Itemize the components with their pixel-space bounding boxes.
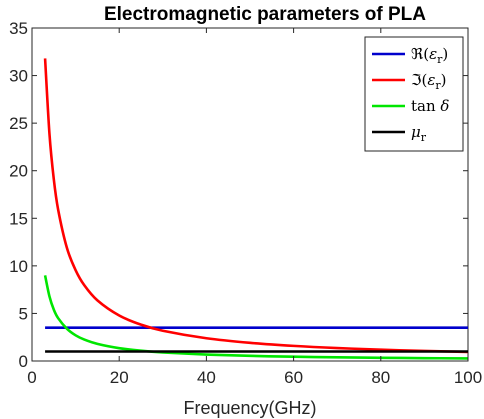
legend-label-sub: r	[435, 79, 441, 92]
y-tick-label: 20	[9, 162, 28, 181]
x-tick-label: 100	[454, 368, 482, 387]
series-imag-permittivity-line	[43, 58, 469, 354]
legend-entry-label: tan δ	[411, 97, 449, 115]
legend-entry-label: μr	[411, 123, 427, 144]
series-layer	[43, 58, 469, 360]
axis-ticks: 0 20 40 60 80 100 0 5 10 15 20 25 30 35	[9, 19, 482, 387]
legend-entry-label: ℑ(εr)	[411, 71, 447, 92]
y-tick-label: 25	[9, 114, 28, 133]
legend-label-symbol: δ	[440, 97, 449, 115]
legend-label-symbol: ε	[429, 45, 437, 63]
x-tick-label: 0	[27, 368, 36, 387]
legend-label-symbol: ε	[427, 71, 435, 89]
x-tick-label: 80	[371, 368, 390, 387]
legend-label-sub: r	[437, 53, 443, 66]
x-axis-label: Frequency(GHz)	[183, 398, 316, 418]
y-tick-label: 35	[9, 19, 28, 38]
legend-label-main: ℜ(	[411, 45, 429, 63]
legend-label-sub: r	[421, 131, 427, 144]
x-tick-label: 40	[197, 368, 216, 387]
legend: ℜ(εr)ℑ(εr)tan δμr	[364, 36, 464, 152]
chart-title: Electromagnetic parameters of PLA	[104, 4, 426, 25]
legend-label-main: ℑ(	[411, 71, 427, 89]
legend-label-main: tan	[411, 97, 440, 115]
y-tick-label: 15	[9, 209, 28, 228]
y-tick-label: 0	[19, 352, 28, 371]
x-tick-label: 20	[110, 368, 129, 387]
y-tick-label: 10	[9, 257, 28, 276]
legend-label-close: )	[442, 45, 448, 63]
x-tick-label: 60	[284, 368, 303, 387]
legend-label-close: )	[441, 71, 447, 89]
legend-entry-label: ℜ(εr)	[411, 45, 448, 66]
legend-label-symbol: μ	[411, 123, 421, 141]
y-tick-label: 5	[19, 304, 28, 323]
series-loss-tangent-line	[43, 275, 469, 360]
y-tick-label: 30	[9, 67, 28, 86]
